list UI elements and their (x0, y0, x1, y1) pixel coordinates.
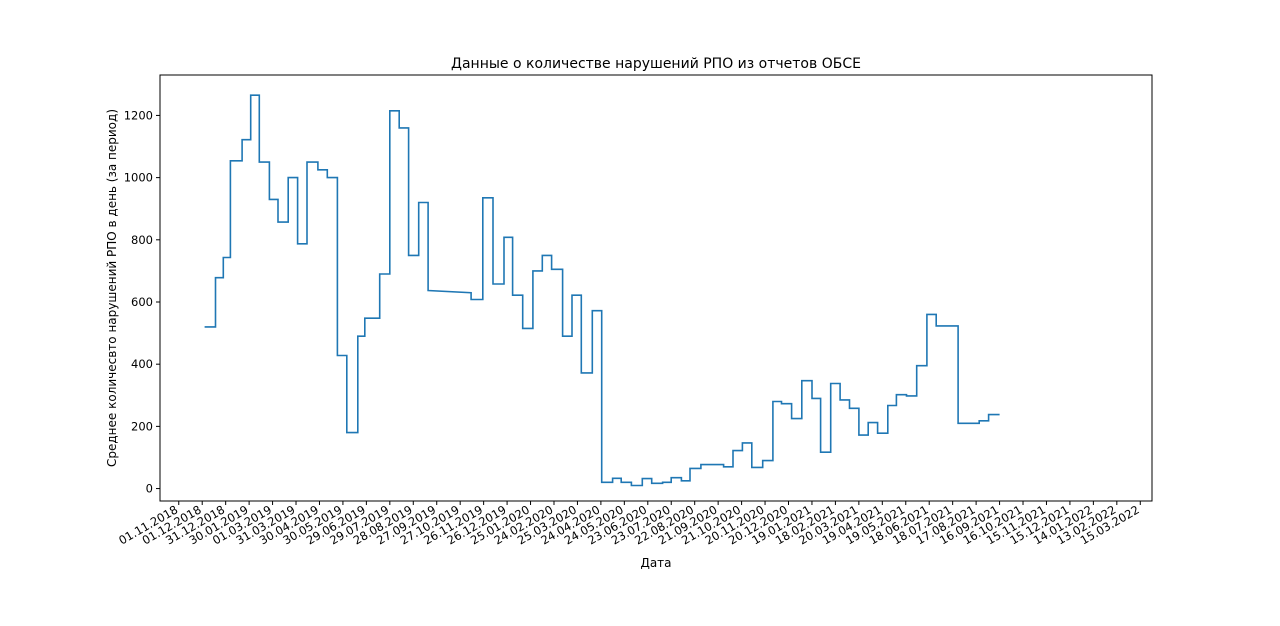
x-axis-ticks: 01.11.201801.12.201831.12.201830.01.2019… (116, 501, 1142, 548)
x-axis-label: Дата (640, 556, 671, 570)
y-tick-label: 800 (131, 233, 153, 247)
plot-frame (159, 74, 1153, 502)
y-tick-label: 1200 (124, 108, 153, 122)
series-layer (204, 94, 1000, 487)
chart-title: Данные о количестве нарушений РПО из отч… (451, 56, 861, 72)
y-tick-label: 0 (146, 482, 153, 496)
y-tick-label: 1000 (124, 171, 153, 185)
y-tick-label: 200 (131, 419, 153, 433)
y-tick-label: 400 (131, 357, 153, 371)
series-line (204, 94, 1000, 487)
y-tick-label: 600 (131, 295, 153, 309)
y-axis-ticks: 0 200 400 600 800 1000 1200 (124, 108, 160, 496)
y-axis-label: Среднее количесвто нарушений РПО в день … (105, 109, 119, 467)
